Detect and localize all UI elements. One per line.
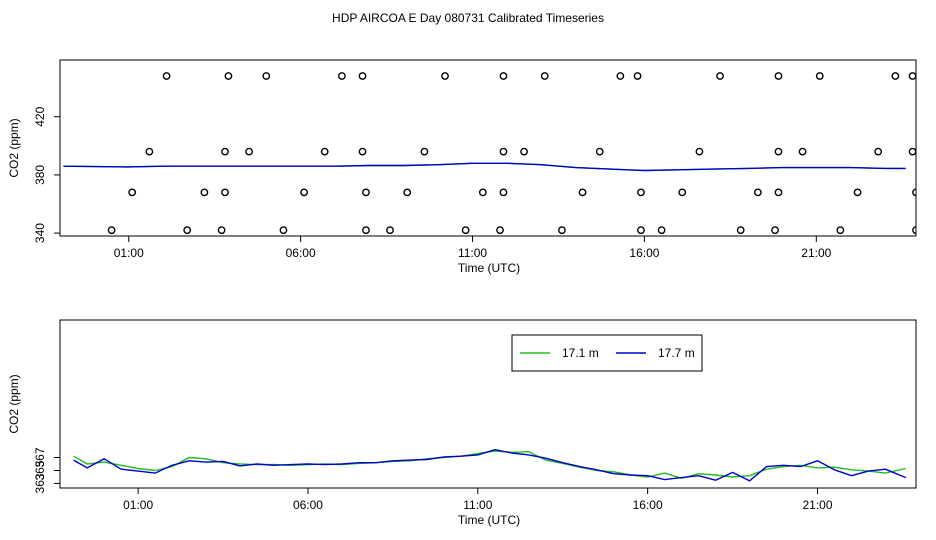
calibration-point [499, 147, 508, 156]
calibration-point [145, 147, 154, 156]
y-tick-label: 420 [33, 106, 47, 126]
calibration-point [478, 188, 487, 197]
series-line-2 [63, 162, 906, 172]
calibration-point [358, 147, 367, 156]
calibration-point [386, 226, 394, 235]
calibration-point [616, 72, 625, 80]
series-line-2 [73, 449, 907, 482]
plot-frame [59, 319, 917, 489]
x-tick-label: 06:00 [286, 246, 316, 260]
y-tick-label: 363 [33, 473, 47, 493]
y-tick-label: 380 [33, 165, 47, 185]
legend-label-2: 17.7 m [658, 346, 695, 360]
calibration-point [637, 188, 645, 197]
x-tick-label: 11:00 [463, 498, 492, 512]
calibration-point [774, 147, 783, 156]
y-tick-label: 365 [33, 460, 47, 480]
calibration-point [908, 147, 916, 156]
calibration-point [891, 72, 900, 80]
calibration-point [633, 72, 642, 80]
calibration-point [736, 226, 745, 235]
x-tick-label: 01:00 [114, 246, 144, 260]
calibration-point [695, 147, 704, 156]
x-tick-label: 21:00 [802, 498, 832, 512]
x-tick-label: 06:00 [293, 498, 323, 512]
calibration-point [441, 72, 449, 80]
calibration-point [279, 226, 288, 235]
calibration-point [774, 72, 783, 80]
calibration-point [753, 188, 762, 197]
series-line-1 [63, 162, 906, 172]
calibration-point [403, 188, 412, 197]
plot-frame [59, 59, 917, 237]
calibration-point [499, 72, 508, 80]
calibration-point [162, 72, 171, 80]
calibration-point [771, 226, 779, 235]
calibration-point [558, 226, 566, 235]
x-tick-label: 01:00 [123, 498, 153, 512]
calibration-point [912, 188, 916, 197]
x-tick-label: 21:00 [801, 246, 831, 260]
calibration-point [798, 147, 807, 156]
x-tick-label: 16:00 [633, 498, 663, 512]
calibration-point [362, 226, 370, 235]
calibration-point [224, 72, 233, 80]
calibration-point [107, 226, 116, 235]
x-tick-label: 16:00 [629, 246, 659, 260]
calibration-point [221, 147, 229, 156]
calibration-point [836, 226, 845, 235]
legend: 17.1 m 17.7 m [511, 334, 703, 372]
calibration-point [420, 147, 429, 156]
calibration-point [499, 188, 508, 197]
calibration-point [595, 147, 604, 156]
calibration-point [221, 188, 229, 197]
calibration-point [262, 72, 271, 80]
calibration-point [496, 226, 504, 235]
y-axis-label: CO2 (ppm) [7, 374, 21, 433]
calibration-point [245, 147, 253, 156]
y-axis-label: CO2 (ppm) [7, 118, 21, 177]
calibration-point [217, 226, 226, 235]
y-tick-label: 367 [33, 447, 47, 467]
calibration-point [578, 188, 587, 197]
x-axis-label: Time (UTC) [458, 261, 520, 275]
calibration-point [815, 72, 824, 80]
series-line-1 [73, 450, 906, 479]
top-panel: 01:00 06:00 11:00 16:00 21:00 340 380 420 Time (… [7, 59, 917, 275]
calibration-point [637, 226, 645, 235]
calibration-point [540, 72, 549, 80]
calibration-point [853, 188, 862, 197]
chart-title: HDP AIRCOA E Day 080731 Calibrated Times… [332, 11, 604, 25]
calibration-point [200, 188, 209, 197]
plot-area [63, 72, 916, 235]
calibration-point [320, 147, 329, 156]
calibration-point [358, 72, 367, 80]
calibration-point [183, 226, 192, 235]
calibration-point [461, 226, 470, 235]
calibration-point [774, 188, 783, 197]
calibration-point [362, 188, 370, 197]
calibration-point [874, 147, 883, 156]
calibration-point [337, 72, 346, 80]
calibration-point [908, 72, 916, 80]
calibration-point [657, 226, 666, 235]
legend-label-1: 17.1 m [562, 346, 599, 360]
y-tick-label: 340 [33, 223, 47, 243]
calibration-point [912, 226, 916, 235]
plot-area [73, 449, 907, 482]
calibration-point [128, 188, 137, 197]
calibration-point [678, 188, 687, 197]
x-axis-label: Time (UTC) [458, 513, 520, 527]
x-tick-label: 11:00 [458, 246, 487, 260]
calibration-point [716, 72, 724, 80]
calibration-point [520, 147, 528, 156]
calibration-point [300, 188, 308, 197]
